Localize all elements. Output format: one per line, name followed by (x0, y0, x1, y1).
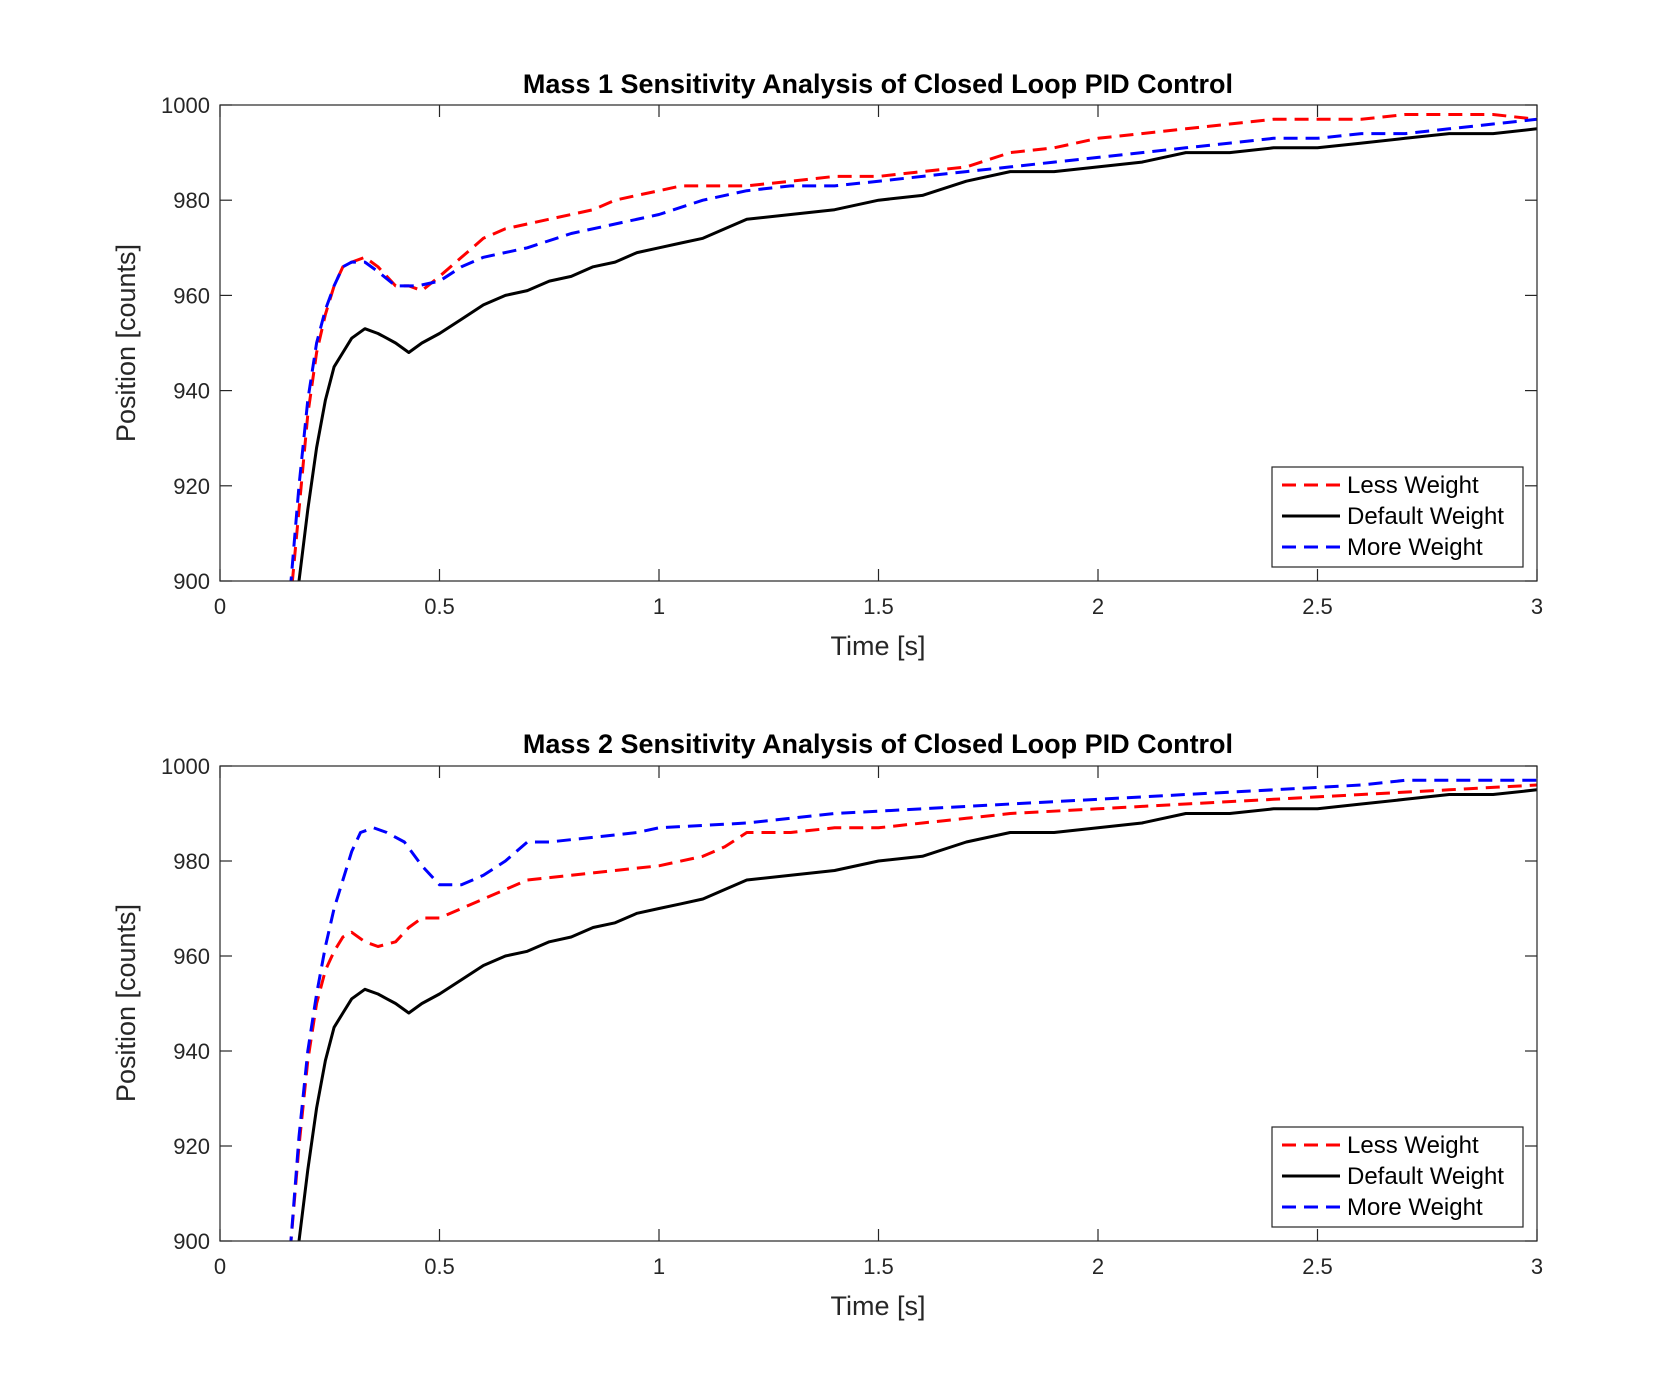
chart-1-x-tick-label: 0 (214, 594, 226, 619)
chart-1-x-tick-label: 0.5 (424, 594, 455, 619)
chart-2-legend-label: Default Weight (1347, 1163, 1504, 1190)
chart-2-y-tick-label: 1000 (161, 754, 210, 779)
chart-1: Mass 1 Sensitivity Analysis of Closed Lo… (111, 69, 1543, 661)
chart-1-y-axis-label: Position [counts] (111, 244, 141, 442)
chart-1-y-tick-label: 960 (173, 283, 210, 308)
chart-1-legend-label: Less Weight (1347, 472, 1479, 499)
chart-1-x-tick-label: 2.5 (1302, 594, 1333, 619)
chart-1-y-tick-label: 940 (173, 379, 210, 404)
chart-2-legend: Less Weight Default Weight More Weight (1271, 1126, 1524, 1228)
chart-2-x-tick-label: 3 (1531, 1254, 1543, 1279)
chart-2-title: Mass 2 Sensitivity Analysis of Closed Lo… (523, 729, 1233, 759)
chart-1-legend: Less Weight Default Weight More Weight (1271, 466, 1524, 568)
chart-1-title: Mass 1 Sensitivity Analysis of Closed Lo… (523, 69, 1233, 99)
chart-1-y-tick-label: 920 (173, 474, 210, 499)
chart-1-series-less-weight (290, 113, 1537, 581)
chart-2-plot-area: 0 0.5 1 1.5 2 2.5 3 900 920 940 960 980 1000 Less Wei… (161, 754, 1543, 1279)
chart-1-series-more-weight (289, 117, 1537, 581)
chart-2-y-axis-label: Position [counts] (111, 904, 141, 1102)
chart-2: Mass 2 Sensitivity Analysis of Closed Lo… (111, 729, 1543, 1321)
chart-2-series-default-weight (297, 788, 1537, 1241)
chart-2-x-tick-label: 1 (653, 1254, 665, 1279)
chart-1-x-tick-label: 1.5 (863, 594, 894, 619)
chart-1-y-tick-label: 980 (173, 188, 210, 213)
chart-1-series-default-weight (297, 127, 1537, 581)
chart-1-legend-label: More Weight (1347, 534, 1483, 561)
chart-1-x-tick-label: 3 (1531, 594, 1543, 619)
chart-2-x-tick-label: 0 (214, 1254, 226, 1279)
chart-2-y-tick-label: 980 (173, 849, 210, 874)
chart-1-x-tick-label: 1 (653, 594, 665, 619)
chart-2-legend-label: Less Weight (1347, 1132, 1479, 1159)
chart-2-x-tick-label: 2 (1092, 1254, 1104, 1279)
chart-1-legend-label: Default Weight (1347, 503, 1504, 530)
chart-2-y-tick-label: 920 (173, 1134, 210, 1159)
chart-2-x-axis-label: Time [s] (830, 1291, 925, 1321)
chart-2-series-more-weight (289, 778, 1537, 1241)
chart-2-y-tick-label: 940 (173, 1039, 210, 1064)
chart-2-legend-label: More Weight (1347, 1194, 1483, 1221)
chart-2-x-tick-label: 1.5 (863, 1254, 894, 1279)
chart-1-plot-area: 0 0.5 1 1.5 2 2.5 3 900 920 940 960 980 1000 Less Wei… (161, 93, 1543, 619)
chart-1-y-tick-label: 900 (173, 569, 210, 594)
chart-2-x-tick-label: 2.5 (1302, 1254, 1333, 1279)
chart-2-x-tick-label: 0.5 (424, 1254, 455, 1279)
chart-1-x-tick-label: 2 (1092, 594, 1104, 619)
chart-2-series-less-weight (289, 783, 1537, 1241)
chart-2-y-tick-label: 900 (173, 1229, 210, 1254)
chart-1-x-axis-label: Time [s] (830, 631, 925, 661)
chart-1-y-tick-label: 1000 (161, 93, 210, 118)
chart-2-y-tick-label: 960 (173, 944, 210, 969)
